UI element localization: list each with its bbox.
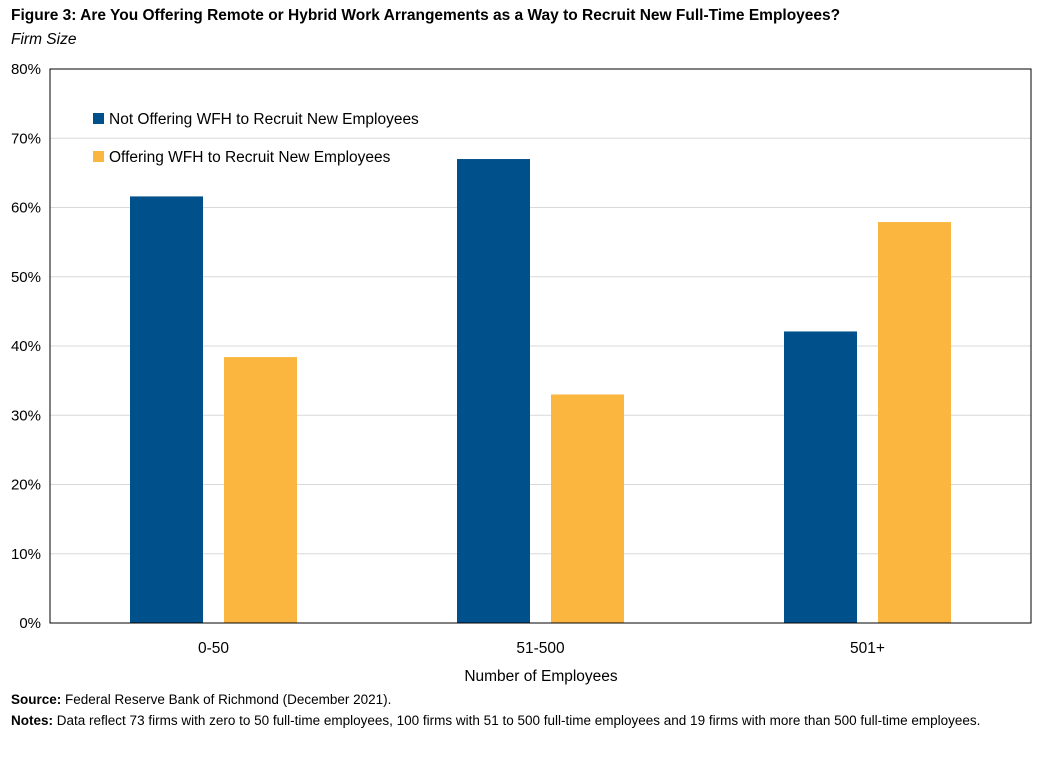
y-tick-label: 80% [11,61,41,78]
plot-frame [49,68,1032,624]
x-tick-label: 501+ [850,640,885,657]
chart-subtitle: Firm Size [11,31,77,48]
x-tick-label: 51-500 [516,640,565,657]
bar [878,222,951,624]
notes-line: Notes: Data reflect 73 firms with zero t… [11,710,1036,731]
source-label: Source: [11,692,62,707]
y-tick-label: 20% [11,477,41,494]
gridlines [50,137,1031,555]
legend-swatch [93,113,104,124]
bar [551,394,624,623]
x-tick-label: 0-50 [198,640,229,657]
legend-swatch [93,151,104,162]
y-tick-label: 40% [11,338,41,355]
source-line: Source: Federal Reserve Bank of Richmond… [11,689,1036,710]
bar-chart: 0% 10% 20% 30% 40% 50% 60% 70% 80% 0-50 51-500 501… [11,61,1032,685]
bars [130,159,951,624]
chart-title: Figure 3: Are You Offering Remote or Hyb… [11,7,841,24]
y-tick-label: 70% [11,130,41,147]
legend-label: Offering WFH to Recruit New Employees [109,149,391,166]
bar [457,159,530,623]
legend-label: Not Offering WFH to Recruit New Employee… [109,111,419,128]
y-tick-label: 10% [11,546,41,563]
source-text: Federal Reserve Bank of Richmond (Decemb… [65,692,392,707]
bar [224,357,297,623]
legend: Not Offering WFH to Recruit New Employee… [93,111,419,166]
y-tick-label: 30% [11,407,41,424]
y-axis-ticks: 0% 10% 20% 30% 40% 50% 60% 70% 80% [11,61,41,632]
notes-text: Data reflect 73 firms with zero to 50 fu… [56,713,981,728]
x-axis-label: Number of Employees [464,668,618,685]
bar [784,331,857,623]
x-axis-ticks: 0-50 51-500 501+ [198,640,885,657]
bar [130,196,203,624]
y-tick-label: 0% [19,615,41,632]
notes-label: Notes: [11,713,54,728]
chart-footer: Source: Federal Reserve Bank of Richmond… [11,689,1036,731]
y-tick-label: 60% [11,200,41,217]
y-tick-label: 50% [11,269,41,286]
